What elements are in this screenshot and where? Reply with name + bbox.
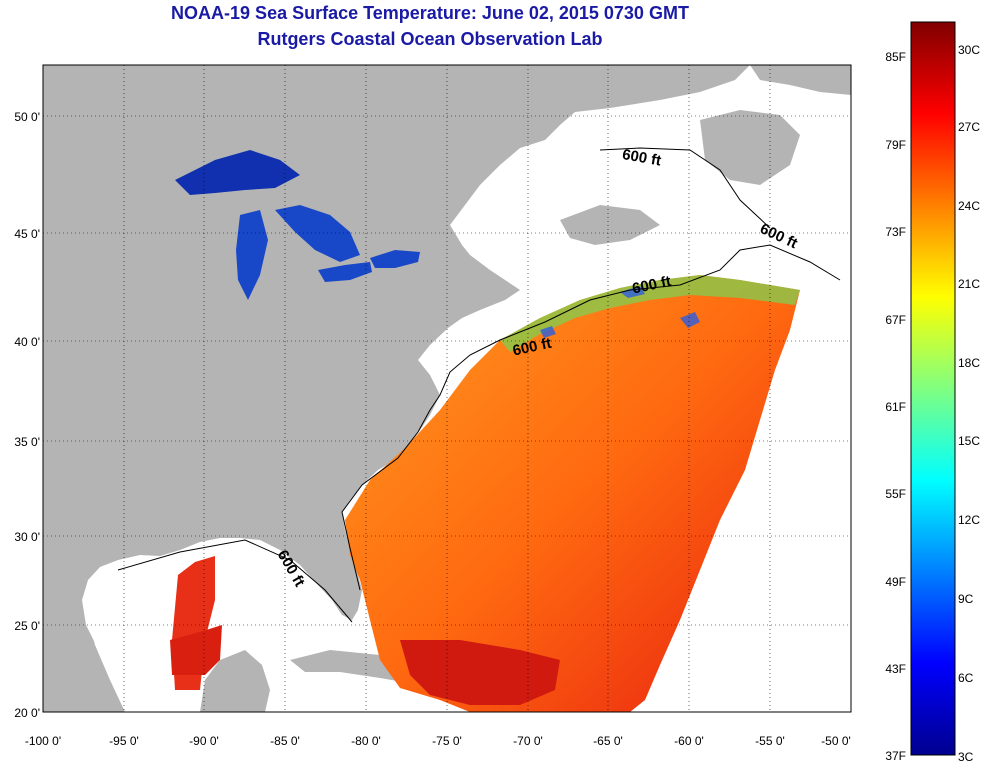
- lon-tick-label: -95 0': [109, 734, 139, 748]
- colorbar-c-label: 12C: [958, 513, 980, 527]
- map-gridlines: [43, 65, 851, 712]
- lon-tick-label: -90 0': [189, 734, 219, 748]
- land-north-america: [43, 65, 750, 712]
- lon-tick-label: -100 0': [25, 734, 61, 748]
- map-subtitle: Rutgers Coastal Ocean Observation Lab: [257, 29, 603, 49]
- lon-tick-label: -70 0': [513, 734, 543, 748]
- contour-label: 600 ft: [621, 146, 663, 170]
- land-yucatan: [200, 650, 270, 712]
- lon-tick-label: -80 0': [351, 734, 381, 748]
- lon-tick-label: -50 0': [821, 734, 851, 748]
- lon-tick-label: -85 0': [270, 734, 300, 748]
- colorbar-f-label: 73F: [885, 225, 906, 239]
- lon-tick-label: -75 0': [432, 734, 462, 748]
- colorbar-f-label: 79F: [885, 138, 906, 152]
- colorbar-c-label: 9C: [958, 592, 974, 606]
- colorbar-c-label: 30C: [958, 43, 980, 57]
- map-title: NOAA-19 Sea Surface Temperature: June 02…: [171, 3, 689, 23]
- lon-tick-label: -65 0': [593, 734, 623, 748]
- land-labrador: [750, 65, 851, 95]
- colorbar-f-label: 85F: [885, 50, 906, 64]
- lat-tick-label: 30 0': [14, 530, 40, 544]
- lon-tick-label: -60 0': [674, 734, 704, 748]
- colorbar-c-label: 27C: [958, 120, 980, 134]
- colorbar-c-label: 3C: [958, 750, 974, 764]
- sst-cool-band: [500, 275, 800, 352]
- lat-tick-label: 50 0': [14, 110, 40, 124]
- colorbar-f-label: 49F: [885, 575, 906, 589]
- colorbar-f-label: 67F: [885, 313, 906, 327]
- lat-tick-label: 40 0': [14, 335, 40, 349]
- colorbar-f-label: 61F: [885, 400, 906, 414]
- lon-axis: -100 0' -95 0' -90 0' -85 0' -80 0' -75 …: [25, 734, 851, 748]
- lat-tick-label: 35 0': [14, 435, 40, 449]
- colorbar-c-label: 6C: [958, 671, 974, 685]
- colorbar-c-labels: 30C 27C 24C 21C 18C 15C 12C 9C 6C 3C: [958, 43, 980, 764]
- colorbar: [910, 21, 956, 756]
- colorbar-f-label: 43F: [885, 662, 906, 676]
- colorbar-f-label: 55F: [885, 487, 906, 501]
- land-newfoundland: [700, 110, 800, 185]
- lat-tick-label: 25 0': [14, 619, 40, 633]
- colorbar-c-label: 18C: [958, 356, 980, 370]
- lat-axis: 50 0' 45 0' 40 0' 35 0' 30 0' 25 0' 20 0…: [14, 110, 40, 720]
- colorbar-c-label: 15C: [958, 434, 980, 448]
- lat-tick-label: 20 0': [14, 706, 40, 720]
- great-lakes: [175, 150, 420, 300]
- land-nova-scotia: [560, 205, 660, 245]
- colorbar-f-label: 37F: [885, 749, 906, 763]
- colorbar-f-labels: 85F 79F 73F 67F 61F 55F 49F 43F 37F: [885, 50, 906, 763]
- sst-data-swath: [345, 275, 800, 712]
- lon-tick-label: -55 0': [755, 734, 785, 748]
- colorbar-c-label: 21C: [958, 277, 980, 291]
- contour-600ft-line: [117, 147, 841, 623]
- colorbar-c-label: 24C: [958, 199, 980, 213]
- sst-gulf-strip-2: [170, 625, 222, 675]
- sst-caribbean: [400, 640, 560, 705]
- lat-tick-label: 45 0': [14, 227, 40, 241]
- map-frame: [42, 64, 852, 713]
